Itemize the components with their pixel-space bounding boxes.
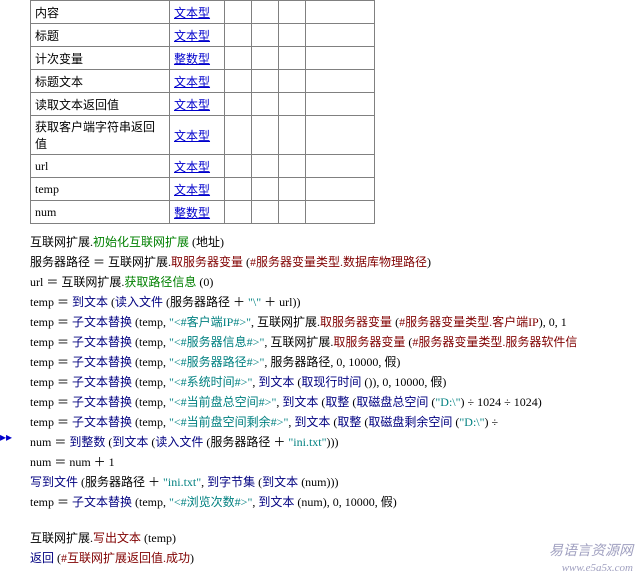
watermark: 易语言资源网 — [549, 540, 633, 560]
var-type[interactable]: 文本型 — [170, 116, 225, 155]
var-type[interactable]: 整数型 — [170, 201, 225, 224]
watermark-sub: www.e5a5x.com — [562, 562, 633, 574]
var-col[interactable] — [306, 1, 375, 24]
code-line: num ＝ 到整数 (到文本 (读入文件 (服务器路径 ＋ "ini.txt")… — [30, 432, 643, 452]
var-col[interactable] — [306, 24, 375, 47]
table-row: 计次变量整数型 — [31, 47, 375, 70]
var-name[interactable]: 读取文本返回值 — [31, 93, 170, 116]
var-col[interactable] — [252, 24, 279, 47]
var-col[interactable] — [279, 155, 306, 178]
var-col[interactable] — [279, 70, 306, 93]
var-type[interactable]: 文本型 — [170, 70, 225, 93]
var-col[interactable] — [279, 178, 306, 201]
var-name[interactable]: 标题文本 — [31, 70, 170, 93]
gutter-marker: ▸▸ — [0, 430, 12, 445]
code-line: temp ＝ 到文本 (读入文件 (服务器路径 ＋ "\" ＋ url)) — [30, 292, 643, 312]
code-line: url ＝ 互联网扩展.获取路径信息 (0) — [30, 272, 643, 292]
var-col[interactable] — [306, 47, 375, 70]
table-row: 内容文本型 — [31, 1, 375, 24]
code-line: 互联网扩展.初始化互联网扩展 (地址) — [30, 232, 643, 252]
var-col[interactable] — [279, 93, 306, 116]
var-name[interactable]: url — [31, 155, 170, 178]
var-type[interactable]: 文本型 — [170, 93, 225, 116]
var-col[interactable] — [252, 155, 279, 178]
var-type[interactable]: 整数型 — [170, 47, 225, 70]
var-type[interactable]: 文本型 — [170, 1, 225, 24]
table-row: num整数型 — [31, 201, 375, 224]
var-col[interactable] — [252, 70, 279, 93]
var-col[interactable] — [225, 24, 252, 47]
var-col[interactable] — [252, 1, 279, 24]
var-col[interactable] — [252, 116, 279, 155]
var-name[interactable]: 计次变量 — [31, 47, 170, 70]
var-col[interactable] — [252, 93, 279, 116]
var-col[interactable] — [225, 201, 252, 224]
code-line: temp ＝ 子文本替换 (temp, "<#客户端IP#>", 互联网扩展.取… — [30, 312, 643, 332]
code-line: 服务器路径 ＝ 互联网扩展.取服务器变量 (#服务器变量类型.数据库物理路径) — [30, 252, 643, 272]
table-row: 标题文本文本型 — [31, 70, 375, 93]
table-row: url文本型 — [31, 155, 375, 178]
var-type[interactable]: 文本型 — [170, 178, 225, 201]
var-col[interactable] — [225, 1, 252, 24]
code-line: temp ＝ 子文本替换 (temp, "<#服务器路径#>", 服务器路径, … — [30, 352, 643, 372]
variable-table: 内容文本型标题文本型计次变量整数型标题文本文本型读取文本返回值文本型获取客户端字… — [30, 0, 375, 224]
var-col[interactable] — [306, 70, 375, 93]
table-row: 读取文本返回值文本型 — [31, 93, 375, 116]
var-col[interactable] — [279, 47, 306, 70]
var-name[interactable]: num — [31, 201, 170, 224]
var-col[interactable] — [225, 70, 252, 93]
code-line: temp ＝ 子文本替换 (temp, "<#当前盘总空间#>", 到文本 (取… — [30, 392, 643, 412]
code-line: temp ＝ 子文本替换 (temp, "<#浏览次数#>", 到文本 (num… — [30, 492, 643, 512]
var-col[interactable] — [252, 178, 279, 201]
var-col[interactable] — [306, 178, 375, 201]
var-col[interactable] — [279, 116, 306, 155]
table-row: temp文本型 — [31, 178, 375, 201]
var-name[interactable]: 内容 — [31, 1, 170, 24]
code-line: 写到文件 (服务器路径 ＋ "ini.txt", 到字节集 (到文本 (num)… — [30, 472, 643, 492]
var-type[interactable]: 文本型 — [170, 155, 225, 178]
var-col[interactable] — [306, 116, 375, 155]
var-col[interactable] — [225, 47, 252, 70]
var-col[interactable] — [225, 116, 252, 155]
var-col[interactable] — [252, 47, 279, 70]
var-col[interactable] — [306, 155, 375, 178]
var-col[interactable] — [306, 201, 375, 224]
var-col[interactable] — [279, 1, 306, 24]
var-col[interactable] — [279, 24, 306, 47]
code-line: temp ＝ 子文本替换 (temp, "<#当前盘空间剩余#>", 到文本 (… — [30, 412, 643, 432]
var-name[interactable]: 获取客户端字符串返回值 — [31, 116, 170, 155]
code-line: num ＝ num ＋ 1 — [30, 452, 643, 472]
var-col[interactable] — [225, 155, 252, 178]
var-name[interactable]: 标题 — [31, 24, 170, 47]
code-line: temp ＝ 子文本替换 (temp, "<#系统时间#>", 到文本 (取现行… — [30, 372, 643, 392]
var-col[interactable] — [225, 178, 252, 201]
var-type[interactable]: 文本型 — [170, 24, 225, 47]
table-row: 标题文本型 — [31, 24, 375, 47]
var-col[interactable] — [306, 93, 375, 116]
var-name[interactable]: temp — [31, 178, 170, 201]
var-col[interactable] — [225, 93, 252, 116]
code-line: temp ＝ 子文本替换 (temp, "<#服务器信息#>", 互联网扩展.取… — [30, 332, 643, 352]
var-col[interactable] — [279, 201, 306, 224]
var-col[interactable] — [252, 201, 279, 224]
table-row: 获取客户端字符串返回值文本型 — [31, 116, 375, 155]
